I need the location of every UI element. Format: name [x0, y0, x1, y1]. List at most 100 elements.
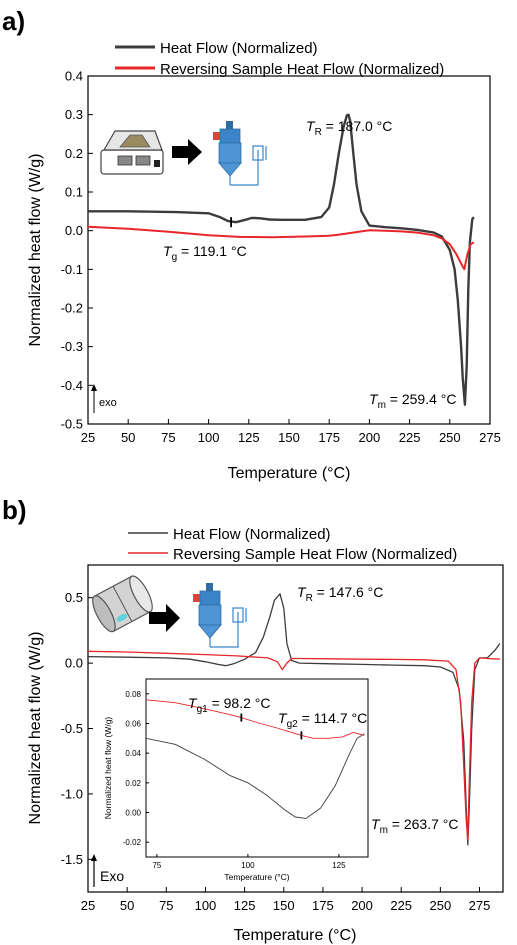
annotation-tr-a: TR = 187.0 °C: [306, 118, 392, 138]
annotation-tr-a-sub: R: [315, 127, 322, 138]
inset-y-tick-label: 0.08: [125, 690, 141, 699]
a-x-tick-label: 100: [198, 430, 220, 445]
a-x-tick-label: 275: [479, 430, 501, 445]
annotation-tg-a-value: = 119.1 °C: [177, 243, 247, 259]
a-x-tick-label: 25: [81, 430, 95, 445]
a-y-tick-label: -0.2: [61, 301, 83, 316]
exo-arrowhead-a: [91, 384, 97, 391]
arrow-right-icon: [149, 604, 180, 632]
a-x-tick-label: 75: [161, 430, 175, 445]
a-y-tick-label: 0.1: [65, 185, 83, 200]
legend-a-heat-flow: Heat Flow (Normalized): [160, 40, 318, 57]
b-x-tick-label: 275: [469, 898, 491, 913]
inset-chart: 75 100 125 0.08 0.06 0.04 0.02 0.00 -0.02 Tempe…: [103, 678, 369, 882]
inset-y-axis: 0.08 0.06 0.04 0.02 0.00 -0.02: [123, 690, 149, 847]
a-x-tick-label: 175: [318, 430, 340, 445]
annotation-tg1-inset: Tg1 = 98.2 °C: [188, 695, 271, 715]
b-x-tick-label: 75: [159, 898, 173, 913]
a-x-tick-label: 225: [399, 430, 421, 445]
x-axis-label-b: Temperature (°C): [234, 927, 357, 944]
arrow-right-icon: [172, 139, 202, 165]
hot-press-icon: [100, 130, 164, 175]
inset-y-axis-label: Normalized heat flow (W/g): [103, 717, 113, 820]
panel-a: a) Heat Flow (Normalized) Reversing Samp…: [2, 6, 501, 482]
inset-plot-area: [146, 699, 365, 819]
annotation-tg2-sub: g2: [287, 719, 299, 730]
annotation-tr-a-symbol: T: [306, 118, 316, 134]
b-x-tick-label: 225: [390, 898, 412, 913]
inset-x-axis: 75 100 125: [152, 854, 346, 870]
annotation-tm-b-sub: m: [380, 825, 388, 836]
annotation-tg2-symbol: T: [278, 710, 288, 726]
annotation-tr-b-sub: R: [306, 593, 313, 604]
annotation-tm-b: Tm = 263.7 °C: [371, 816, 459, 836]
a-y-tick-label: 0.3: [65, 107, 83, 122]
a-x-tick-label: 150: [278, 430, 300, 445]
inset-x-tick-label: 100: [241, 861, 255, 870]
b-x-tick-label: 175: [312, 898, 334, 913]
b-x-tick-label: 150: [273, 898, 295, 913]
legend-b-reversing: Reversing Sample Heat Flow (Normalized): [173, 546, 457, 563]
extruder-icon: [193, 583, 247, 648]
x-axis-b: 25 50 75 100 125 150 175 200 225 250 275: [81, 887, 491, 913]
plot-frame-a: [87, 75, 491, 425]
a-x-tick-label: 200: [359, 430, 381, 445]
inset-frame: [145, 678, 369, 858]
inset-y-tick-label: 0.00: [125, 809, 141, 818]
a-y-tick-label: -0.5: [61, 417, 83, 432]
b-y-tick-label: -1.0: [61, 786, 83, 801]
annotation-tm-b-symbol: T: [371, 816, 381, 832]
a-x-tick-label: 125: [238, 430, 260, 445]
a-y-tick-label: 0.0: [65, 223, 83, 238]
legend-b: Heat Flow (Normalized) Reversing Sample …: [128, 526, 457, 563]
annotation-tg-a-symbol: T: [163, 243, 173, 259]
annotation-tg2-inset: Tg2 = 114.7 °C: [278, 710, 367, 730]
y-axis-label-b: Normalized heat flow (W/g): [27, 632, 44, 825]
a-x-tick-label: 50: [121, 430, 135, 445]
annotation-tr-a-value: = 187.0 °C: [322, 118, 393, 134]
inset-y-tick-label: -0.02: [123, 838, 142, 847]
panel-b-label: b): [2, 495, 27, 525]
inset-series-reversing-line: [146, 699, 365, 739]
b-x-tick-label: 125: [234, 898, 256, 913]
b-x-tick-label: 25: [81, 898, 95, 913]
annotation-tg-a-sub: g: [172, 252, 178, 263]
b-y-tick-label: -1.5: [61, 852, 83, 867]
b-y-tick-label: 0.0: [65, 656, 83, 671]
process-schematic-b: [92, 575, 247, 648]
annotation-tm-a-sub: m: [378, 400, 386, 411]
a-x-tick-label: 250: [439, 430, 461, 445]
b-series-reversing-line: [88, 650, 500, 841]
a-series-reversing-line: [88, 225, 475, 271]
a-y-tick-label: -0.4: [61, 378, 83, 393]
panel-b: b) Heat Flow (Normalized) Reversing Samp…: [2, 495, 504, 944]
annotation-tg1-symbol: T: [188, 695, 198, 711]
plot-area-b: [88, 593, 501, 846]
legend-a-reversing: Reversing Sample Heat Flow (Normalized): [160, 61, 444, 78]
process-schematic-a: [100, 121, 267, 186]
b-y-tick-label: 0.5: [65, 590, 83, 605]
inset-y-tick-label: 0.06: [125, 720, 141, 729]
inset-series-heat-flow-line: [146, 733, 365, 819]
annotation-tm-b-value: = 263.7 °C: [388, 816, 459, 832]
inset-x-tick-label: 125: [332, 861, 346, 870]
annotation-tr-b-value: = 147.6 °C: [313, 584, 384, 600]
panel-a-label: a): [2, 6, 25, 36]
annotation-tm-a: Tm = 259.4 °C: [369, 391, 457, 411]
a-y-tick-label: 0.4: [65, 69, 83, 84]
legend-b-heat-flow: Heat Flow (Normalized): [173, 526, 331, 543]
annotation-tr-b-symbol: T: [297, 584, 307, 600]
b-x-tick-label: 50: [120, 898, 134, 913]
annotation-tg1-sub: g1: [197, 704, 209, 715]
plot-area-a: [88, 113, 475, 406]
legend-a: Heat Flow (Normalized) Reversing Sample …: [115, 40, 444, 78]
exo-indicator-b: Exo: [91, 854, 124, 887]
annotation-tm-a-value: = 259.4 °C: [386, 391, 457, 407]
b-y-tick-label: -0.5: [61, 721, 83, 736]
y-axis-a: 0.4 0.3 0.2 0.1 0.0 -0.1 -0.2 -0.3 -0.4 -0.5: [61, 69, 93, 432]
annotation-tg-a: Tg = 119.1 °C: [163, 243, 247, 263]
b-series-heat-flow-line: [88, 593, 501, 846]
b-x-tick-label: 100: [195, 898, 217, 913]
a-series-heat-flow-line: [88, 113, 475, 406]
